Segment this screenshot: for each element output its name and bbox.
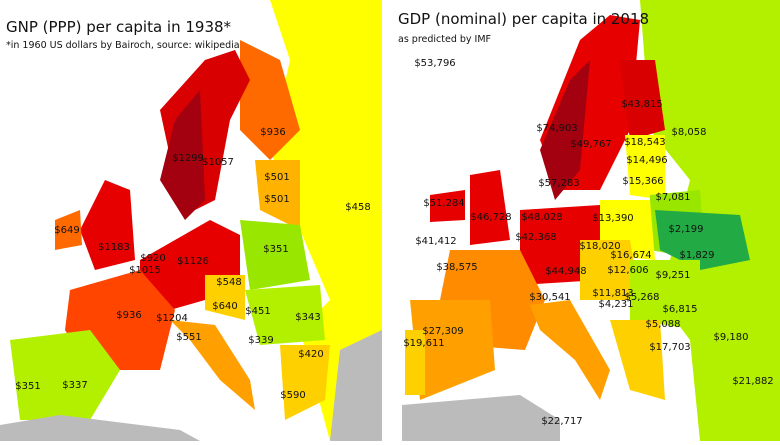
country-value: $17,703	[649, 342, 690, 353]
country-value: $44,948	[545, 266, 586, 277]
country-value: $1,829	[680, 250, 715, 261]
map-title: GNP (PPP) per capita in 1938*	[6, 18, 232, 36]
country-value: $9,180	[714, 332, 749, 343]
country-value: $936	[116, 310, 141, 321]
country-value: $8,058	[672, 127, 707, 138]
country-value: $18,020	[579, 241, 620, 252]
country-value: $1183	[98, 242, 130, 253]
map-subtitle: *in 1960 US dollars by Bairoch, source: …	[6, 40, 240, 51]
country-value: $343	[295, 312, 320, 323]
country-value: $2,199	[669, 224, 704, 235]
country-value: $9,251	[656, 270, 691, 281]
country-value: $15,366	[622, 176, 663, 187]
country-value: $51,284	[423, 198, 464, 209]
country-value: $7,081	[656, 192, 691, 203]
country-value: $12,606	[607, 265, 648, 276]
country-value: $6,815	[663, 304, 698, 315]
country-value: $38,575	[436, 262, 477, 273]
map-subtitle: as predicted by IMF	[398, 34, 491, 45]
country-value: $30,541	[529, 292, 570, 303]
country-value: $501	[264, 194, 289, 205]
country-value: $53,796	[414, 58, 455, 69]
country-value: $18,543	[624, 137, 665, 148]
country-value: $43,815	[621, 99, 662, 110]
country-value: $27,309	[422, 326, 463, 337]
country-value: $339	[248, 335, 273, 346]
country-value: $21,882	[732, 376, 773, 387]
map-2018: GDP (nominal) per capita in 2018 as predi…	[398, 0, 780, 441]
country-value: $351	[15, 381, 40, 392]
country-value: $46,728	[470, 212, 511, 223]
country-value: $49,767	[570, 139, 611, 150]
country-value: $551	[176, 332, 201, 343]
country-value: $640	[212, 301, 237, 312]
country-value: $41,412	[415, 236, 456, 247]
country-value: $351	[263, 244, 288, 255]
country-value: $1126	[177, 256, 209, 267]
country-value: $48,028	[521, 212, 562, 223]
country-value: $13,390	[592, 213, 633, 224]
country-value: $1057	[202, 157, 234, 168]
country-value: $590	[280, 390, 305, 401]
map-title: GDP (nominal) per capita in 2018	[398, 10, 649, 28]
country-value: $458	[345, 202, 370, 213]
country-value: $1015	[129, 265, 161, 276]
map-1938: GNP (PPP) per capita in 1938* *in 1960 US…	[0, 0, 382, 441]
country-value: $548	[216, 277, 241, 288]
country-value: $936	[260, 127, 285, 138]
country-value: $5,268	[625, 292, 660, 303]
country-value: $11,813	[592, 288, 633, 299]
country-value: $337	[62, 380, 87, 391]
country-value: $16,674	[610, 250, 651, 261]
country-value: $420	[298, 349, 323, 360]
country-value: $5,088	[646, 319, 681, 330]
country-value: $19,611	[403, 338, 444, 349]
country-value: $74,903	[536, 123, 577, 134]
country-value: $22,717	[541, 416, 582, 427]
country-value: $14,496	[626, 155, 667, 166]
country-value: $1299	[172, 153, 204, 164]
country-value: $4,231	[599, 299, 634, 310]
country-value: $57,283	[538, 178, 579, 189]
country-value: $649	[54, 225, 79, 236]
country-value: $1204	[156, 313, 188, 324]
country-value: $920	[140, 253, 165, 264]
country-value: $42,368	[515, 232, 556, 243]
country-value: $501	[264, 172, 289, 183]
country-value: $451	[245, 306, 270, 317]
